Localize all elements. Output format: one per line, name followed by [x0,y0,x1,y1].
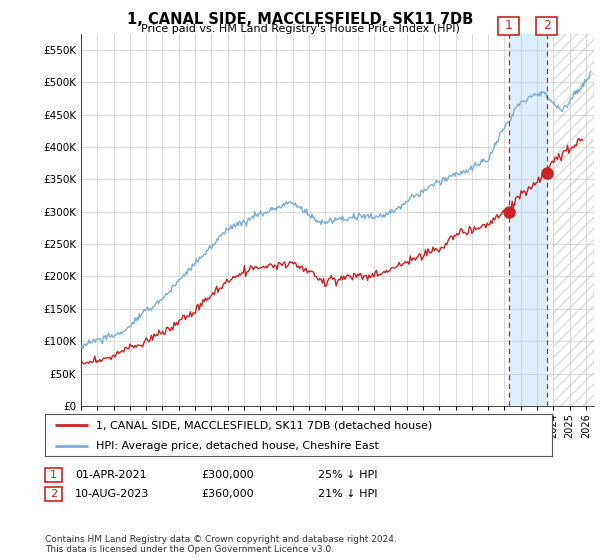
Text: 01-APR-2021: 01-APR-2021 [75,470,146,480]
Text: Price paid vs. HM Land Registry's House Price Index (HPI): Price paid vs. HM Land Registry's House … [140,24,460,34]
Text: 1, CANAL SIDE, MACCLESFIELD, SK11 7DB: 1, CANAL SIDE, MACCLESFIELD, SK11 7DB [127,12,473,27]
Text: 1: 1 [50,470,57,480]
Text: 1: 1 [505,19,512,32]
Text: £360,000: £360,000 [201,489,254,499]
Text: 1, CANAL SIDE, MACCLESFIELD, SK11 7DB (detached house): 1, CANAL SIDE, MACCLESFIELD, SK11 7DB (d… [96,421,432,430]
Text: 25% ↓ HPI: 25% ↓ HPI [318,470,377,480]
Text: Contains HM Land Registry data © Crown copyright and database right 2024.
This d: Contains HM Land Registry data © Crown c… [45,535,397,554]
Text: 10-AUG-2023: 10-AUG-2023 [75,489,149,499]
Bar [553,34,594,406]
Bar [553,34,594,406]
Text: 2: 2 [543,19,551,32]
Text: £300,000: £300,000 [201,470,254,480]
Text: 2: 2 [50,489,57,499]
Text: 21% ↓ HPI: 21% ↓ HPI [318,489,377,499]
Text: HPI: Average price, detached house, Cheshire East: HPI: Average price, detached house, Ches… [96,441,379,451]
Bar [509,34,547,406]
